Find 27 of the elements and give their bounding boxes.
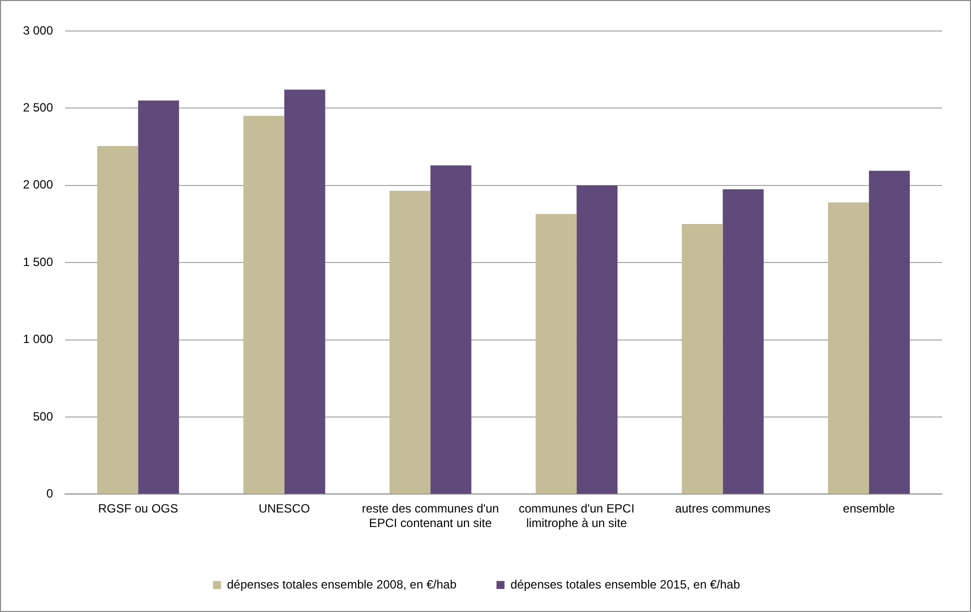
- bar: [828, 202, 869, 494]
- bar: [243, 116, 284, 494]
- bar: [390, 190, 430, 494]
- bar: [138, 100, 180, 494]
- x-tick-label: reste des communes d'un EPCI contenant un site: [362, 502, 499, 530]
- y-tick-label: 2 000: [23, 178, 54, 192]
- y-tick-label: 2 500: [23, 100, 54, 115]
- bar: [868, 170, 910, 494]
- bar: [536, 214, 577, 494]
- x-tick-label: ensemble: [842, 502, 896, 516]
- y-tick-label: 0: [46, 486, 54, 501]
- bar: [284, 90, 326, 494]
- y-tick-label: 1 000: [23, 332, 54, 346]
- x-tick-label: UNESCO: [258, 502, 310, 516]
- y-tick-label: 500: [33, 409, 54, 424]
- legend-label: dépenses totales ensemble 2008, en €/hab: [226, 577, 457, 592]
- legend-label: dépenses totales ensemble 2015, en €/hab: [510, 577, 740, 592]
- x-tick-label: communes d'un EPCI limitrophe à un site: [518, 502, 634, 530]
- bar: [682, 224, 723, 494]
- x-tick-label: RGSF ou OGS: [98, 502, 178, 516]
- y-tick-label: 3 000: [23, 23, 54, 38]
- bar: [430, 165, 472, 494]
- bar: [576, 185, 618, 494]
- y-tick-label: 1 500: [23, 254, 54, 269]
- bar: [722, 189, 764, 494]
- bar: [97, 146, 138, 494]
- x-tick-label: autres communes: [675, 502, 770, 516]
